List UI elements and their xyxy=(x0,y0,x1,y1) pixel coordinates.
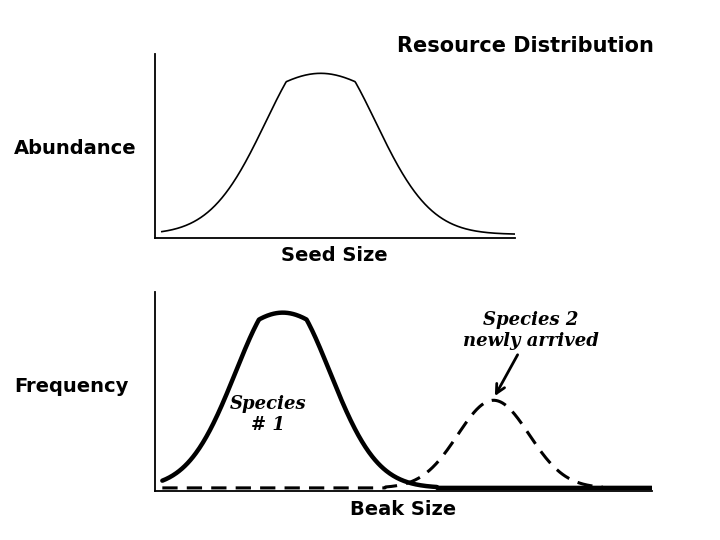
X-axis label: Beak Size: Beak Size xyxy=(350,500,456,519)
Text: Species
# 1: Species # 1 xyxy=(230,395,306,434)
Text: Resource Distribution: Resource Distribution xyxy=(397,36,654,56)
X-axis label: Seed Size: Seed Size xyxy=(282,246,388,265)
Text: Frequency: Frequency xyxy=(14,376,129,396)
Text: Species 2
newly arrived: Species 2 newly arrived xyxy=(463,310,599,393)
Text: Abundance: Abundance xyxy=(14,139,137,158)
